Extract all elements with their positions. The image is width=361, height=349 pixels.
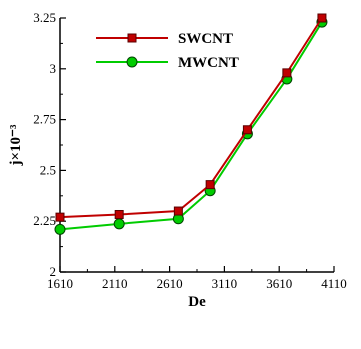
legend-label-swcnt: SWCNT <box>178 31 233 47</box>
x-tick-label: 1610 <box>47 276 73 291</box>
ticks: 1610 2110 2610 3110 3610 4110 2 2.25 2.5 2.75 3 3.2… <box>33 10 347 291</box>
data-point-mwcnt <box>54 223 66 235</box>
series-layer <box>54 13 328 235</box>
y-tick-label: 2.5 <box>40 162 56 177</box>
series-line-mwcnt <box>59 21 323 231</box>
y-tick-label: 2 <box>50 264 57 279</box>
x-tick-label: 2110 <box>102 276 128 291</box>
data-point-swcnt <box>55 212 65 222</box>
x-axis-label: De <box>188 294 206 310</box>
x-tick-label: 3610 <box>266 276 292 291</box>
y-tick-label: 3.25 <box>33 10 56 25</box>
data-point-swcnt <box>317 13 327 23</box>
data-point-swcnt <box>173 206 183 216</box>
x-tick-label: 2610 <box>157 276 183 291</box>
data-point-swcnt <box>114 209 124 219</box>
legend-item-swcnt: SWCNT <box>96 31 233 47</box>
data-point-swcnt <box>242 125 252 135</box>
legend-marker-swcnt <box>127 33 137 43</box>
data-point-swcnt <box>282 68 292 78</box>
data-point-mwcnt <box>113 218 125 230</box>
x-tick-label: 3110 <box>212 276 238 291</box>
y-axis-label: j×10⁻³ <box>8 124 24 166</box>
y-tick-label: 2.25 <box>33 213 56 228</box>
series-line-swcnt <box>59 17 323 219</box>
legend-item-mwcnt: MWCNT <box>96 55 239 71</box>
legend-label-mwcnt: MWCNT <box>178 55 239 71</box>
legend: SWCNT MWCNT <box>96 31 239 71</box>
series-swcnt <box>55 13 327 222</box>
data-point-swcnt <box>205 180 215 190</box>
legend-marker-mwcnt <box>126 56 138 68</box>
y-tick-label: 3 <box>50 61 57 76</box>
y-tick-label: 2.75 <box>33 112 56 127</box>
x-tick-label: 4110 <box>321 276 347 291</box>
